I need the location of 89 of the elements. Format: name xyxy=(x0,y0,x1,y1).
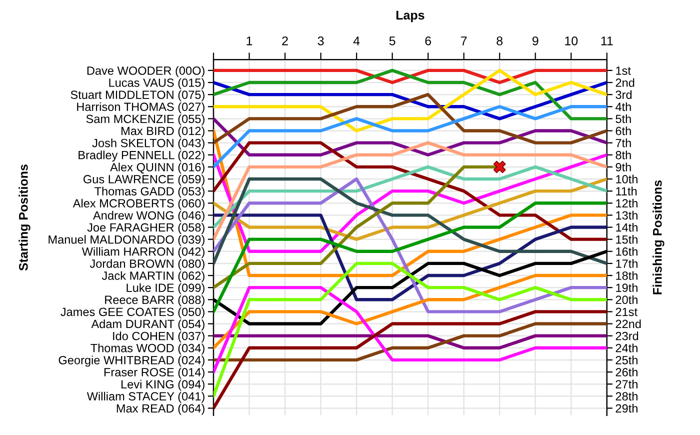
line-series xyxy=(214,141,607,241)
line-series xyxy=(214,165,607,229)
y-tick-label: 10th xyxy=(616,174,638,184)
line-series xyxy=(214,274,607,350)
x-tick-label: 9 xyxy=(532,36,538,46)
y-tick-label: 17th xyxy=(616,259,638,268)
y-tick-label: 16th xyxy=(616,247,638,256)
y-tick-label: 28th xyxy=(616,392,638,401)
category-label: Harrison THOMAS (027) xyxy=(77,102,204,114)
y-axis-title: Finishing Positions xyxy=(652,180,664,294)
line-series xyxy=(214,68,607,120)
category-label: Jack MARTIN (062) xyxy=(102,271,204,282)
x-tick-label: 4 xyxy=(353,36,360,46)
y-tick-label: 26th xyxy=(616,368,638,376)
y-tick-label: 27th xyxy=(616,380,638,388)
category-label: Thomas GADD (053) xyxy=(94,186,204,198)
line-series xyxy=(214,177,607,266)
line-series xyxy=(214,262,607,398)
category-label: Josh SKELTON (043) xyxy=(92,138,204,150)
x-tick-label: 7 xyxy=(461,36,467,46)
category-label: Gus LAWRENCE (059) xyxy=(84,174,204,186)
y-tick-label: 2nd xyxy=(616,78,634,87)
line-series xyxy=(214,214,607,302)
y-tick-label: 4th xyxy=(616,102,631,112)
x-tick-label: 11 xyxy=(601,36,613,46)
line-series xyxy=(214,322,607,362)
category-label: Alex QUINN (016) xyxy=(110,162,204,174)
line-series xyxy=(214,177,607,241)
category-label: Bradley PENNELL (022) xyxy=(78,150,204,162)
category-label: Alex MCROBERTS (060) xyxy=(72,198,204,210)
line-series xyxy=(214,117,607,156)
category-label: Fraser ROSE (014) xyxy=(104,368,204,379)
x-tick-label: 1 xyxy=(246,36,252,46)
category-label: Luke IDE (099) xyxy=(126,283,204,294)
category-label: Max READ (064) xyxy=(116,404,204,415)
x-tick-label: 8 xyxy=(496,36,503,46)
line-series xyxy=(214,286,607,374)
category-label: Lucas VAUS (015) xyxy=(109,78,204,90)
y-tick-label: 29th xyxy=(616,404,638,413)
x-tick-label: 10 xyxy=(565,36,578,46)
category-label: Levi KING (094) xyxy=(122,380,204,391)
category-label: James GEE COATES (050) xyxy=(60,307,204,318)
y-tick-label: 7th xyxy=(616,138,631,148)
category-label: William STACEY (041) xyxy=(86,392,204,403)
y-tick-label: 14th xyxy=(616,222,638,232)
category-label: Manuel MALDONARDO (039) xyxy=(48,235,204,246)
y-tick-label: 8th xyxy=(616,150,631,160)
line-series xyxy=(214,68,607,132)
y-tick-label: 25th xyxy=(616,356,638,364)
category-label: Joe FARAGHER (058) xyxy=(87,222,204,234)
y-tick-label: 11th xyxy=(616,186,637,196)
x-tick-label: 5 xyxy=(389,36,396,46)
category-label: Thomas WOOD (034) xyxy=(90,344,204,355)
x-axis-title: Laps xyxy=(396,10,424,22)
category-label: Jordan BROWN (080) xyxy=(90,259,204,270)
x-tick-label: 2 xyxy=(282,36,288,46)
category-label: William HARRON (042) xyxy=(82,247,204,258)
line-series xyxy=(214,202,607,314)
category-label: Sam MCKENZIE (055) xyxy=(86,114,204,126)
y-tick-label: 13th xyxy=(616,210,638,220)
y-tick-label: 5th xyxy=(616,114,631,124)
line-series xyxy=(214,105,607,169)
category-label: Dave WOODER (00O) xyxy=(87,66,204,78)
category-label: Max BIRD (012) xyxy=(122,126,204,138)
category-label: Andrew WONG (046) xyxy=(93,210,204,222)
category-label: Stuart MIDDLETON (075) xyxy=(70,90,204,102)
y-tick-label: 3rd xyxy=(616,90,632,99)
y-tick-label: 22nd xyxy=(616,319,641,328)
line-series xyxy=(214,310,607,410)
category-label: Adam DURANT (054) xyxy=(91,319,204,330)
y-tick-label: 9th xyxy=(616,162,631,172)
y-tick-label: 18th xyxy=(616,271,638,280)
category-label: Georgie WHITBREAD (024) xyxy=(58,356,204,367)
y-tick-label: 6th xyxy=(616,126,631,136)
y-tick-label: 24th xyxy=(616,344,638,352)
y-tick-label: 19th xyxy=(616,283,638,292)
y-tick-label: 21st xyxy=(616,308,638,316)
text: Starting Positions xyxy=(18,164,30,271)
line-series xyxy=(214,177,607,314)
y-tick-label: 12th xyxy=(616,198,638,208)
y-tick-label: 15th xyxy=(616,235,638,244)
y-tick-label: 20th xyxy=(616,295,638,304)
category-label: Reece BARR (088) xyxy=(105,295,204,306)
category-label: Ido COHEN (037) xyxy=(113,332,204,343)
y-tick-label: 23rd xyxy=(616,332,638,340)
y-tick-label: 1st xyxy=(616,66,631,75)
x-tick-label: 3 xyxy=(318,36,324,46)
line-series xyxy=(214,92,607,144)
x-tick-label: 6 xyxy=(425,36,432,46)
